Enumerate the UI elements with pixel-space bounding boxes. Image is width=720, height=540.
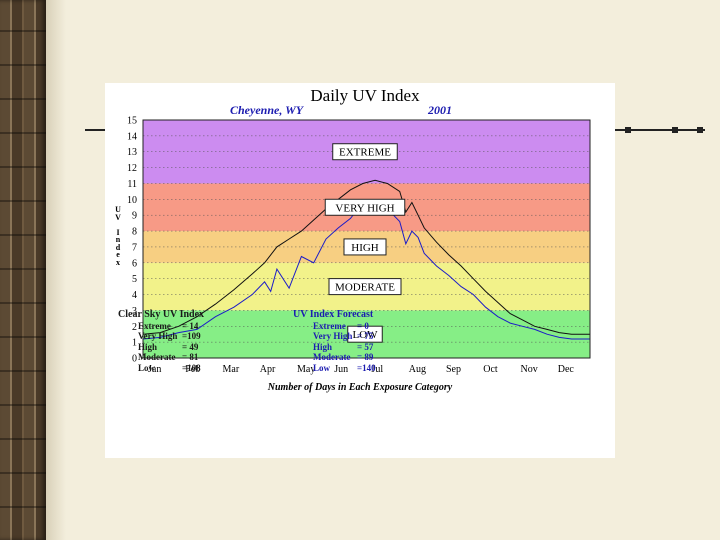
stats-value: =140: [357, 362, 376, 373]
svg-text:VERY HIGH: VERY HIGH: [335, 202, 394, 214]
rule-dot: [697, 127, 703, 133]
x-tick-label: May: [297, 364, 315, 375]
x-tick-label: Aug: [409, 364, 426, 375]
forecast-stats-header: UV Index Forecast: [293, 309, 374, 320]
y-tick-label: 13: [127, 147, 137, 158]
stats-value: = 57: [357, 341, 374, 352]
y-tick-label: 12: [127, 163, 137, 174]
x-tick-label: Mar: [223, 364, 240, 375]
band-label-extreme: EXTREME: [332, 143, 398, 161]
slide-rule-left: [85, 129, 105, 131]
stats-value: = 89: [357, 352, 374, 362]
stats-row: Moderate = 81: [138, 352, 204, 363]
clear-sky-stats: Clear Sky UV Index Extreme = 14 Very High =…: [118, 309, 205, 374]
stats-category: High: [138, 341, 158, 352]
x-tick-label: Feb: [185, 364, 200, 375]
days-summary-title: Number of Days in Each Exposure Category: [267, 382, 453, 393]
y-tick-label: 15: [127, 116, 137, 127]
stats-category: Moderate: [313, 352, 351, 362]
series-line-clear-sky: [142, 179, 590, 335]
stats-category: Extreme: [138, 320, 171, 331]
y-tick-label: 3: [132, 306, 137, 317]
x-tick-label: Nov: [521, 364, 538, 375]
band-label-very-high: VERY HIGH: [324, 198, 406, 216]
plot-frame: [142, 119, 591, 359]
y-tick-label: 8: [132, 227, 137, 238]
stats-row: Very High = 75: [313, 331, 376, 342]
svg-text:EXTREME: EXTREME: [339, 147, 391, 159]
forecast-stats: UV Index Forecast Extreme = 0 Very High = 7…: [293, 309, 376, 374]
stats-category: Low: [138, 362, 156, 373]
stats-category: Moderate: [138, 352, 176, 362]
stats-value: = 0: [357, 320, 369, 331]
stats-category: High: [313, 341, 333, 352]
svg-text:HIGH: HIGH: [351, 242, 379, 254]
stats-value: = 49: [182, 341, 199, 352]
stats-value: = 75: [357, 331, 374, 341]
decorative-left-border: [0, 0, 46, 540]
y-tick-label: 6: [132, 258, 137, 269]
band-label-high: HIGH: [343, 238, 387, 256]
stats-row: Extreme = 14: [138, 321, 204, 332]
stats-value: =108: [182, 362, 201, 373]
chart-subtitle-year: 2001: [427, 103, 452, 117]
y-tick-label: 14: [127, 131, 137, 142]
stats-category: Extreme: [313, 320, 346, 331]
band-label-moderate: MODERATE: [328, 278, 402, 296]
chart-subtitle-location: Cheyenne, WY: [230, 103, 305, 117]
rule-dot: [672, 127, 678, 133]
stats-row: Very High =109: [138, 331, 204, 342]
stats-category: Very High: [138, 331, 178, 341]
stats-category: Low: [313, 362, 331, 373]
stats-row: Low =140: [313, 363, 376, 374]
svg-text:MODERATE: MODERATE: [335, 282, 395, 294]
slide-rule-right: [615, 129, 705, 131]
x-tick-label: Oct: [483, 364, 498, 375]
svg-text:LOW: LOW: [352, 329, 378, 341]
x-tick-label: Dec: [558, 364, 575, 375]
stats-row: High = 49: [138, 342, 204, 353]
y-tick-label: 11: [127, 179, 137, 190]
x-tick-label: Jan: [148, 364, 161, 375]
stats-category: Very High: [313, 331, 353, 341]
clear-sky-stats-header: Clear Sky UV Index: [118, 309, 205, 320]
chart-title: Daily UV Index: [310, 86, 420, 105]
y-tick-label: 1: [132, 338, 137, 349]
x-tick-label: Jul: [372, 364, 384, 375]
x-tick-label: Jun: [334, 364, 348, 375]
stats-row: Extreme = 0: [313, 321, 376, 332]
x-tick-label: Sep: [446, 364, 461, 375]
rule-dot: [625, 127, 631, 133]
y-tick-label: 5: [132, 274, 137, 285]
stats-value: = 81: [182, 352, 199, 362]
stats-row: High = 57: [313, 342, 376, 353]
y-tick-label: 0: [132, 354, 137, 365]
y-tick-label: 10: [127, 195, 137, 206]
stats-row: Moderate = 89: [313, 352, 376, 363]
decorative-paper-edge: [46, 0, 66, 540]
x-tick-label: Apr: [260, 364, 276, 375]
stats-value: =109: [182, 331, 201, 341]
y-tick-label: 2: [132, 322, 137, 333]
y-tick-label: 9: [132, 211, 137, 222]
band-label-low: LOW: [347, 325, 383, 343]
stats-row: Low =108: [138, 363, 204, 374]
y-tick-label: 4: [132, 290, 137, 301]
stats-value: = 14: [182, 320, 199, 331]
y-tick-label: 7: [132, 242, 137, 253]
